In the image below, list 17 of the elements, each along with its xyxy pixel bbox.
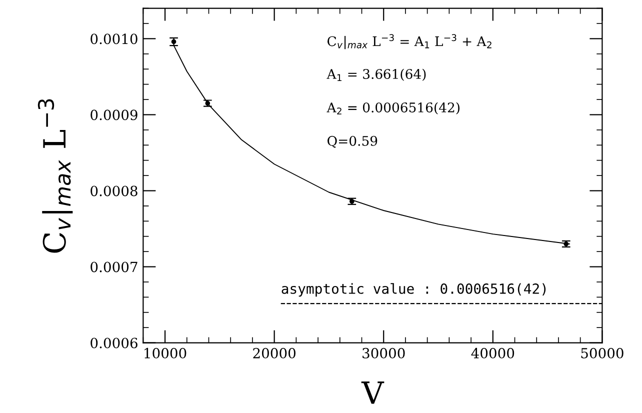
ref-line-label: asymptotic value : 0.0006516(42) [282,283,546,297]
x-tick-label: 40000 [471,348,514,358]
y-tick-label: 0.0006 [90,338,138,348]
y-tick-label: 0.0008 [90,186,138,196]
annotation: A$_{1}$ = 3.661(64) [326,68,426,81]
x-tick-label: 10000 [144,348,186,358]
y-tick-label: 0.0007 [90,262,138,272]
x-tick-label: 20000 [253,348,296,358]
y-axis-title: C$_{v}$|$_{max}$ L$^{−3}$ [38,99,73,253]
text: C$_{v}$|$_{max}$ L$^{−3}$ = A$_{1}$ L$^{−3}$ + A$_{2}$ [328,34,492,50]
x-tick-label: 50000 [581,348,624,358]
x-tick-label: 30000 [362,348,405,358]
y-tick-label: 0.0010 [90,34,138,44]
y-tick-label: 0.0009 [90,110,138,120]
x-axis-title: V [361,381,384,404]
annotation: Q=0.59 [328,136,378,148]
annotation: A$_{2}$ = 0.0006516(42) [326,102,460,114]
